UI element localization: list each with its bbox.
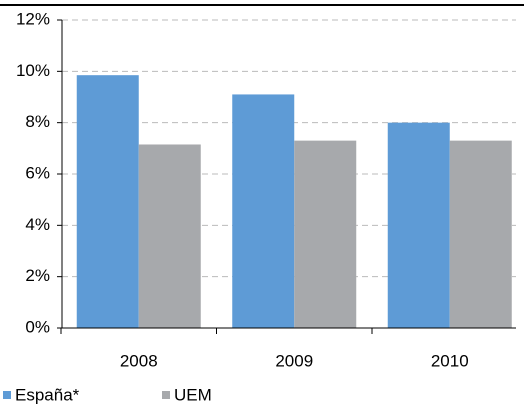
bar [294,140,357,328]
bar [138,144,201,328]
y-tick-label: 8% [25,112,50,131]
legend-label: España* [15,385,80,404]
bar [449,140,512,328]
x-tick-label: 2010 [431,351,469,370]
legend-swatch [162,391,170,399]
y-tick-label: 0% [25,317,50,336]
x-tick-label: 2008 [120,351,158,370]
y-tick-label: 4% [25,215,50,234]
y-tick-label: 10% [16,61,50,80]
y-tick-label: 2% [25,266,50,285]
bar [232,94,295,328]
bar [76,75,139,328]
x-tick-label: 2009 [275,351,313,370]
bar [387,122,450,329]
legend-label: UEM [174,385,212,404]
y-tick-label: 6% [25,163,50,182]
legend-swatch [3,391,11,399]
y-tick-label: 12% [16,9,50,28]
